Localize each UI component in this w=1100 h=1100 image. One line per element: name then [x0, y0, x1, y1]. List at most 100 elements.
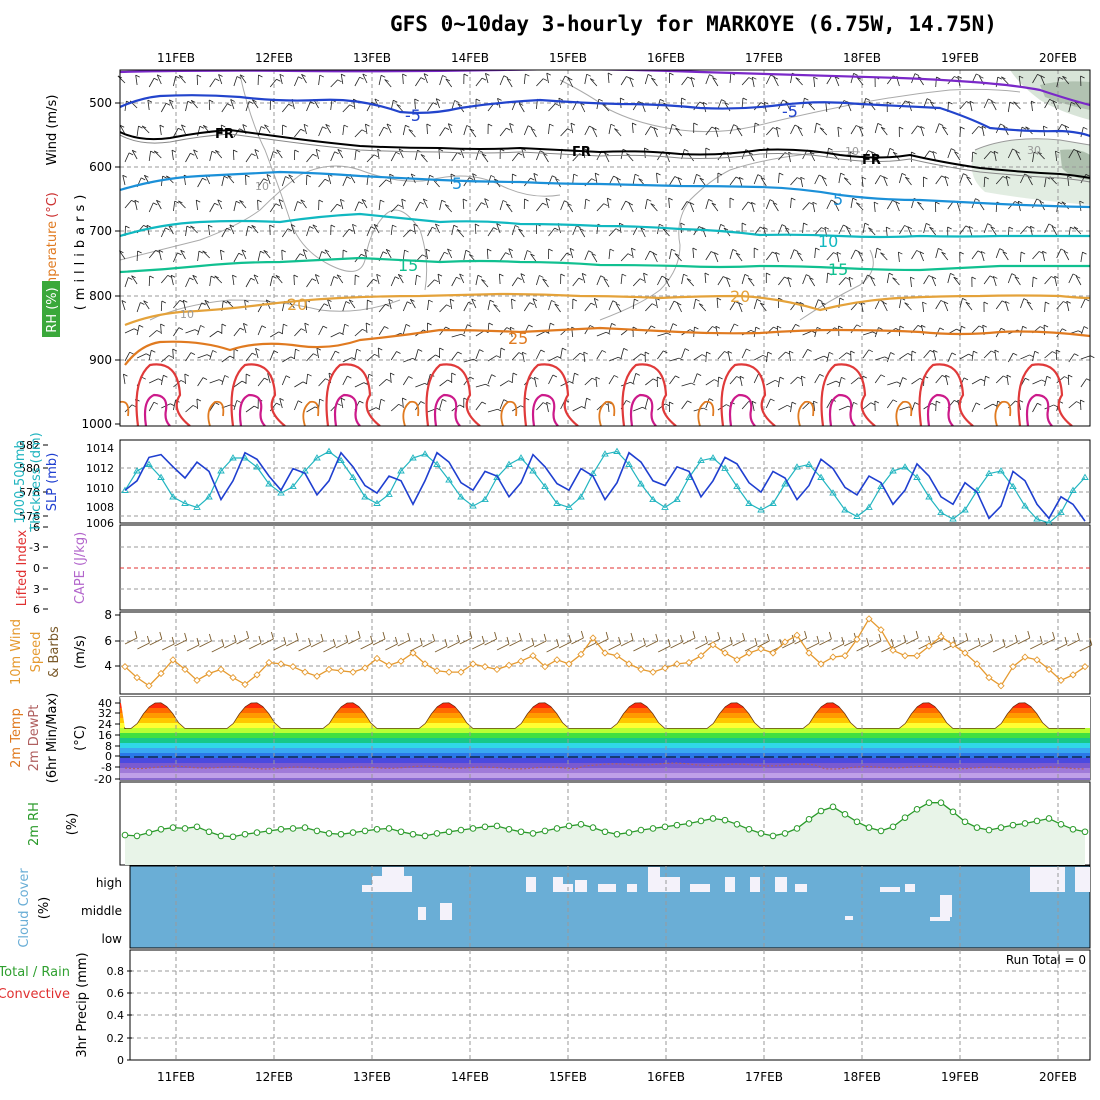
wind10-barb-feather [295, 632, 299, 641]
wind-barb-feather [121, 300, 127, 303]
wind-barb-feather [738, 302, 743, 306]
wind-barb-feather [993, 150, 999, 154]
wind-barb [185, 226, 188, 237]
wind-barb-feather [632, 122, 637, 126]
wind-barb-feather [165, 102, 171, 106]
wind-barb-feather [161, 300, 167, 304]
wind-barb [935, 248, 939, 259]
wind-barb-feather [632, 326, 638, 330]
wind-barb-feather [709, 398, 714, 401]
wind-barb-feather [1012, 148, 1017, 152]
wind-barb [1007, 102, 1011, 113]
wind-barb-feather [351, 357, 356, 360]
cloud-clear-patch [750, 877, 760, 892]
wind-barb-feather [689, 329, 695, 332]
wind-barb [499, 348, 502, 359]
wind10-barb [347, 637, 361, 645]
wind-barb [340, 74, 344, 85]
wind-barb [318, 378, 326, 387]
wind-barb-feather [294, 149, 299, 153]
wind-barb [252, 99, 259, 109]
contour-35-lobe [238, 393, 266, 426]
wind10-barb-feather [667, 638, 671, 647]
wind-barb-feather [1070, 226, 1075, 230]
wind-barb [365, 124, 368, 135]
wind-barb [263, 250, 271, 259]
wind-barb [569, 248, 574, 259]
wind10-speed-point [229, 673, 237, 682]
wind-barb-feather [892, 399, 898, 403]
axis-tick-label: 8 [105, 740, 112, 753]
wind-barb-feather [752, 76, 757, 80]
wind-barb-feather [548, 248, 553, 252]
wind-label: Wind (m/s) [45, 95, 60, 166]
wind-barb [942, 126, 949, 136]
wind-barb-feather [926, 222, 931, 226]
wind-barb-feather [1003, 125, 1008, 129]
wind-barb-feather [843, 224, 848, 228]
wind-barb-feather [252, 99, 257, 103]
wind10-barb-feather [221, 638, 225, 647]
contour-fr2 [120, 133, 1090, 183]
wind-barb [306, 153, 314, 163]
wind-barb [1042, 251, 1045, 262]
wind-barb-feather [644, 351, 650, 355]
wind-barb [245, 101, 250, 112]
rh2m-point [937, 799, 945, 807]
wind-barb-feather [612, 300, 617, 304]
wind-barb [644, 74, 649, 85]
wind-barb [947, 273, 951, 284]
slp-tick-label: 1010 [86, 482, 114, 495]
contour-30-lobe [425, 363, 481, 426]
wind-barb-feather [603, 203, 608, 207]
wind-barb-feather [583, 351, 588, 355]
wind-barb-feather [301, 73, 306, 77]
wind-barb [484, 198, 489, 209]
wind-barb [760, 177, 767, 187]
wind-barb [959, 298, 963, 309]
wind-barb-feather [643, 272, 648, 276]
temp-unit-label: (°C) [45, 192, 60, 218]
wind-barb-feather [167, 274, 172, 278]
wind-barb-feather [990, 151, 995, 154]
wind-barb [911, 378, 921, 385]
wind-barb [456, 229, 465, 238]
wind-barb [354, 329, 363, 337]
wind-barb-feather [543, 153, 548, 156]
wind-barb-feather [510, 326, 515, 330]
wind-barb [136, 325, 140, 336]
wind-barb [521, 148, 525, 159]
thickness-point [313, 454, 321, 461]
contour-35-lobe [629, 393, 657, 426]
wind10-speed-point [1009, 663, 1017, 671]
wind-barb [487, 355, 497, 362]
wind-barb [318, 75, 321, 86]
wind-barb [589, 78, 598, 87]
wind-barb [390, 225, 393, 236]
wind-barb-feather [988, 98, 993, 102]
wind-barb-feather [179, 299, 185, 303]
wind10-barb [558, 641, 572, 649]
wind10-speed-point [925, 642, 933, 650]
wind-barb-feather [484, 198, 489, 201]
wind-barb [628, 202, 634, 213]
wind-barb-feather [950, 272, 955, 276]
wind-barb-feather [616, 177, 621, 181]
wind-barb-feather [285, 176, 290, 179]
wind-barb [196, 398, 198, 410]
axis-tick-label: 600 [89, 160, 112, 174]
wind10-barb-feather [556, 638, 560, 647]
wind-barb-feather [297, 400, 303, 404]
wind-barb [427, 374, 431, 385]
rh2m-point [229, 833, 237, 841]
wind-barb-feather [269, 224, 274, 228]
wind-barb-feather [1003, 375, 1008, 379]
wind-barb [711, 202, 719, 212]
wind-barb-feather [696, 373, 702, 376]
wind-barb-feather [1080, 75, 1085, 79]
wind-barb-feather [582, 272, 587, 276]
wind-barb-feather [910, 276, 915, 280]
wind-barb [846, 226, 852, 237]
wind10-barb [893, 641, 907, 649]
